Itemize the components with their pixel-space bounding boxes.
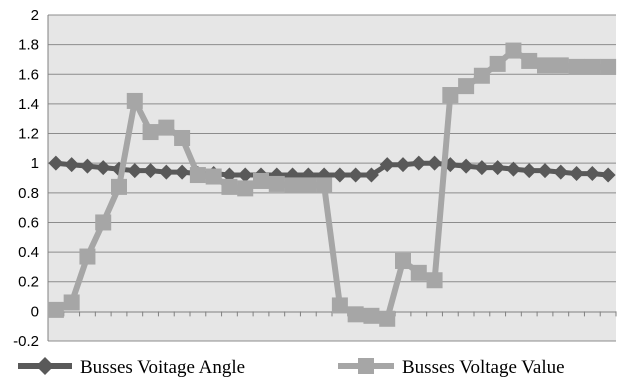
series-layer — [47, 42, 617, 327]
data-point — [411, 155, 427, 171]
data-point — [458, 158, 474, 174]
data-point — [237, 167, 253, 183]
series-value — [47, 42, 617, 327]
legend-angle-marker — [36, 357, 54, 375]
data-point — [521, 52, 538, 69]
data-point — [158, 164, 174, 180]
data-point — [205, 168, 222, 185]
data-point — [174, 129, 191, 146]
y-tick-labels: 2 1.8 1.6 1.4 1.2 1 0.8 0.6 0.4 0.2 0 -0.2 — [13, 7, 39, 350]
data-point — [142, 124, 159, 141]
data-point — [363, 307, 380, 324]
data-point — [395, 252, 411, 269]
data-point — [584, 166, 600, 182]
data-point — [379, 310, 396, 327]
data-point — [64, 157, 80, 173]
y-tick-label: 0.8 — [18, 185, 39, 202]
data-point — [569, 166, 585, 182]
data-point — [458, 78, 475, 95]
data-point — [95, 160, 111, 176]
data-point — [427, 155, 443, 171]
y-tick-label: 1.4 — [18, 96, 39, 113]
legend-angle-label: Busses Voitage Angle — [80, 357, 245, 378]
data-point — [158, 119, 175, 136]
data-point — [95, 214, 112, 231]
data-point — [126, 92, 143, 109]
data-point — [127, 163, 143, 179]
data-point — [363, 167, 379, 183]
data-point — [505, 42, 522, 59]
grid-lines — [48, 14, 616, 342]
data-point — [189, 167, 206, 184]
data-point — [410, 264, 427, 281]
data-point — [537, 163, 553, 179]
data-point — [395, 157, 411, 173]
y-tick-label: 0.2 — [18, 274, 39, 291]
data-point — [521, 163, 537, 179]
data-point — [379, 157, 395, 173]
data-point — [426, 272, 443, 289]
data-point — [300, 177, 317, 194]
data-point — [537, 57, 553, 74]
data-point — [442, 87, 459, 104]
y-tick-label: 0.6 — [18, 214, 39, 231]
data-point — [284, 177, 301, 194]
data-point — [473, 67, 490, 84]
y-tick-label: 1 — [31, 155, 39, 172]
data-point — [584, 58, 601, 75]
data-point — [47, 301, 64, 318]
legend-item-angle: Busses Voitage Angle — [18, 357, 245, 378]
data-point — [552, 57, 569, 74]
data-point — [474, 160, 490, 176]
data-point — [553, 164, 569, 180]
legend-value-marker — [358, 358, 374, 374]
data-point — [79, 248, 96, 265]
data-point — [174, 164, 190, 180]
y-tick-label: 0.4 — [18, 244, 39, 261]
y-tick-label: 2 — [31, 7, 39, 24]
data-point — [505, 161, 521, 177]
data-point — [143, 163, 159, 179]
data-point — [316, 177, 333, 194]
data-point — [600, 58, 617, 75]
data-point — [489, 55, 506, 72]
data-point — [111, 178, 127, 195]
data-point — [348, 167, 364, 183]
data-point — [490, 160, 506, 176]
y-tick-label: 1.2 — [18, 126, 39, 143]
data-point — [79, 158, 95, 174]
data-point — [332, 167, 348, 183]
data-point — [568, 58, 585, 75]
data-point — [237, 180, 254, 197]
y-tick-label: 1.6 — [18, 66, 39, 83]
data-point — [221, 178, 238, 195]
y-tick-label: 0 — [31, 303, 39, 320]
data-point — [600, 167, 616, 183]
legend-item-value: Busses Voltage Value — [338, 357, 565, 378]
y-tick-label: 1.8 — [18, 37, 39, 54]
data-point — [268, 175, 285, 192]
data-point — [331, 297, 348, 314]
y-tick-label: -0.2 — [13, 333, 39, 350]
data-point — [221, 167, 237, 183]
legend: Busses Voitage Angle Busses Voltage Valu… — [18, 357, 565, 378]
data-point — [347, 306, 364, 323]
legend-value-label: Busses Voltage Value — [402, 357, 565, 378]
data-point — [63, 294, 80, 311]
data-point — [48, 155, 64, 171]
data-point — [253, 172, 269, 189]
